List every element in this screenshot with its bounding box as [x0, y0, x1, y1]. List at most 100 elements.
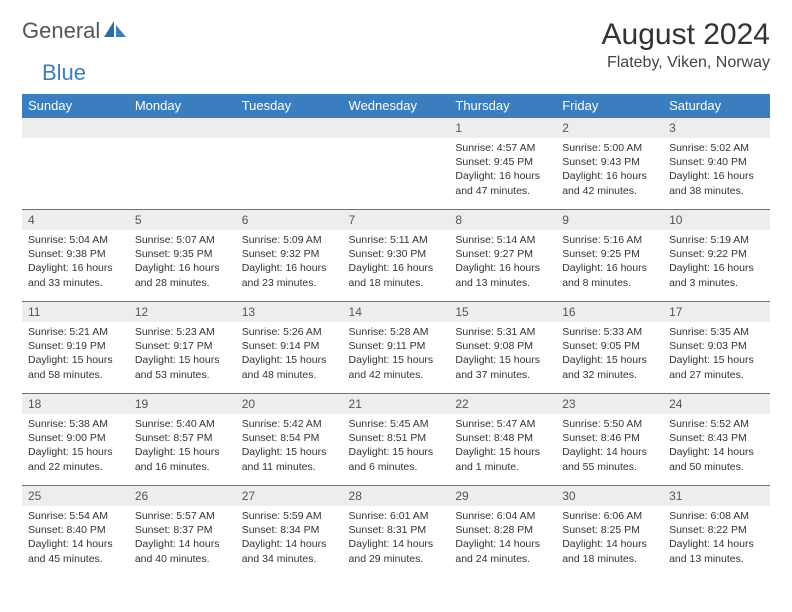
calendar-cell [22, 118, 129, 210]
calendar-week: 4Sunrise: 5:04 AMSunset: 9:38 PMDaylight… [22, 210, 770, 302]
calendar-cell: 22Sunrise: 5:47 AMSunset: 8:48 PMDayligh… [449, 394, 556, 486]
day-number: 14 [343, 302, 450, 322]
day-details: Sunrise: 5:47 AMSunset: 8:48 PMDaylight:… [449, 414, 556, 477]
calendar-cell: 18Sunrise: 5:38 AMSunset: 9:00 PMDayligh… [22, 394, 129, 486]
day-number: 11 [22, 302, 129, 322]
day-number: 12 [129, 302, 236, 322]
calendar-cell: 8Sunrise: 5:14 AMSunset: 9:27 PMDaylight… [449, 210, 556, 302]
day-header: Monday [129, 94, 236, 118]
day-details: Sunrise: 5:40 AMSunset: 8:57 PMDaylight:… [129, 414, 236, 477]
day-number: 29 [449, 486, 556, 506]
calendar-cell: 21Sunrise: 5:45 AMSunset: 8:51 PMDayligh… [343, 394, 450, 486]
day-details: Sunrise: 6:04 AMSunset: 8:28 PMDaylight:… [449, 506, 556, 569]
calendar-week: 1Sunrise: 4:57 AMSunset: 9:45 PMDaylight… [22, 118, 770, 210]
day-details: Sunrise: 5:35 AMSunset: 9:03 PMDaylight:… [663, 322, 770, 385]
day-details: Sunrise: 6:08 AMSunset: 8:22 PMDaylight:… [663, 506, 770, 569]
calendar-cell: 6Sunrise: 5:09 AMSunset: 9:32 PMDaylight… [236, 210, 343, 302]
day-number: 9 [556, 210, 663, 230]
day-details: Sunrise: 5:19 AMSunset: 9:22 PMDaylight:… [663, 230, 770, 293]
day-details: Sunrise: 6:06 AMSunset: 8:25 PMDaylight:… [556, 506, 663, 569]
day-number: 26 [129, 486, 236, 506]
day-number: 3 [663, 118, 770, 138]
logo-sail-icon [104, 19, 126, 44]
day-number: 6 [236, 210, 343, 230]
calendar-cell: 7Sunrise: 5:11 AMSunset: 9:30 PMDaylight… [343, 210, 450, 302]
day-details: Sunrise: 6:01 AMSunset: 8:31 PMDaylight:… [343, 506, 450, 569]
day-header: Tuesday [236, 94, 343, 118]
calendar-cell: 9Sunrise: 5:16 AMSunset: 9:25 PMDaylight… [556, 210, 663, 302]
calendar-cell [129, 118, 236, 210]
day-number: 24 [663, 394, 770, 414]
day-details: Sunrise: 5:02 AMSunset: 9:40 PMDaylight:… [663, 138, 770, 201]
calendar-cell: 27Sunrise: 5:59 AMSunset: 8:34 PMDayligh… [236, 486, 343, 578]
calendar-week: 18Sunrise: 5:38 AMSunset: 9:00 PMDayligh… [22, 394, 770, 486]
day-number: 30 [556, 486, 663, 506]
calendar-week: 11Sunrise: 5:21 AMSunset: 9:19 PMDayligh… [22, 302, 770, 394]
day-details: Sunrise: 5:23 AMSunset: 9:17 PMDaylight:… [129, 322, 236, 385]
day-header: Wednesday [343, 94, 450, 118]
day-number [129, 118, 236, 138]
day-details: Sunrise: 5:11 AMSunset: 9:30 PMDaylight:… [343, 230, 450, 293]
day-number: 2 [556, 118, 663, 138]
calendar-cell: 13Sunrise: 5:26 AMSunset: 9:14 PMDayligh… [236, 302, 343, 394]
day-header: Friday [556, 94, 663, 118]
calendar-cell: 23Sunrise: 5:50 AMSunset: 8:46 PMDayligh… [556, 394, 663, 486]
day-number: 31 [663, 486, 770, 506]
calendar-cell: 10Sunrise: 5:19 AMSunset: 9:22 PMDayligh… [663, 210, 770, 302]
day-number: 25 [22, 486, 129, 506]
day-number: 21 [343, 394, 450, 414]
day-details: Sunrise: 5:28 AMSunset: 9:11 PMDaylight:… [343, 322, 450, 385]
day-number: 27 [236, 486, 343, 506]
day-details: Sunrise: 5:21 AMSunset: 9:19 PMDaylight:… [22, 322, 129, 385]
day-number: 8 [449, 210, 556, 230]
day-details: Sunrise: 5:14 AMSunset: 9:27 PMDaylight:… [449, 230, 556, 293]
calendar-cell: 26Sunrise: 5:57 AMSunset: 8:37 PMDayligh… [129, 486, 236, 578]
day-header: Saturday [663, 94, 770, 118]
day-number: 1 [449, 118, 556, 138]
day-number: 19 [129, 394, 236, 414]
month-title: August 2024 [602, 18, 770, 52]
day-number: 7 [343, 210, 450, 230]
day-details: Sunrise: 5:31 AMSunset: 9:08 PMDaylight:… [449, 322, 556, 385]
day-number: 20 [236, 394, 343, 414]
day-number: 15 [449, 302, 556, 322]
calendar-cell: 11Sunrise: 5:21 AMSunset: 9:19 PMDayligh… [22, 302, 129, 394]
calendar-cell: 15Sunrise: 5:31 AMSunset: 9:08 PMDayligh… [449, 302, 556, 394]
day-details: Sunrise: 5:42 AMSunset: 8:54 PMDaylight:… [236, 414, 343, 477]
day-number [236, 118, 343, 138]
day-details: Sunrise: 5:57 AMSunset: 8:37 PMDaylight:… [129, 506, 236, 569]
logo-text-general: General [22, 18, 100, 44]
calendar-cell [343, 118, 450, 210]
day-details: Sunrise: 5:33 AMSunset: 9:05 PMDaylight:… [556, 322, 663, 385]
day-details: Sunrise: 5:09 AMSunset: 9:32 PMDaylight:… [236, 230, 343, 293]
calendar-cell: 3Sunrise: 5:02 AMSunset: 9:40 PMDaylight… [663, 118, 770, 210]
day-details: Sunrise: 5:16 AMSunset: 9:25 PMDaylight:… [556, 230, 663, 293]
day-number: 17 [663, 302, 770, 322]
day-details: Sunrise: 5:59 AMSunset: 8:34 PMDaylight:… [236, 506, 343, 569]
day-number [343, 118, 450, 138]
day-number: 28 [343, 486, 450, 506]
day-details: Sunrise: 5:45 AMSunset: 8:51 PMDaylight:… [343, 414, 450, 477]
day-details: Sunrise: 5:52 AMSunset: 8:43 PMDaylight:… [663, 414, 770, 477]
day-details: Sunrise: 5:07 AMSunset: 9:35 PMDaylight:… [129, 230, 236, 293]
calendar-cell: 1Sunrise: 4:57 AMSunset: 9:45 PMDaylight… [449, 118, 556, 210]
calendar-cell: 12Sunrise: 5:23 AMSunset: 9:17 PMDayligh… [129, 302, 236, 394]
day-details: Sunrise: 5:54 AMSunset: 8:40 PMDaylight:… [22, 506, 129, 569]
calendar-cell: 2Sunrise: 5:00 AMSunset: 9:43 PMDaylight… [556, 118, 663, 210]
day-number: 5 [129, 210, 236, 230]
logo: General [22, 18, 128, 44]
day-number [22, 118, 129, 138]
calendar-cell: 19Sunrise: 5:40 AMSunset: 8:57 PMDayligh… [129, 394, 236, 486]
day-header: Thursday [449, 94, 556, 118]
calendar-table: SundayMondayTuesdayWednesdayThursdayFrid… [22, 94, 770, 578]
day-number: 4 [22, 210, 129, 230]
day-details: Sunrise: 5:50 AMSunset: 8:46 PMDaylight:… [556, 414, 663, 477]
day-number: 22 [449, 394, 556, 414]
day-number: 23 [556, 394, 663, 414]
calendar-cell: 30Sunrise: 6:06 AMSunset: 8:25 PMDayligh… [556, 486, 663, 578]
day-number: 18 [22, 394, 129, 414]
calendar-week: 25Sunrise: 5:54 AMSunset: 8:40 PMDayligh… [22, 486, 770, 578]
calendar-cell: 16Sunrise: 5:33 AMSunset: 9:05 PMDayligh… [556, 302, 663, 394]
calendar-cell: 25Sunrise: 5:54 AMSunset: 8:40 PMDayligh… [22, 486, 129, 578]
day-details: Sunrise: 5:04 AMSunset: 9:38 PMDaylight:… [22, 230, 129, 293]
